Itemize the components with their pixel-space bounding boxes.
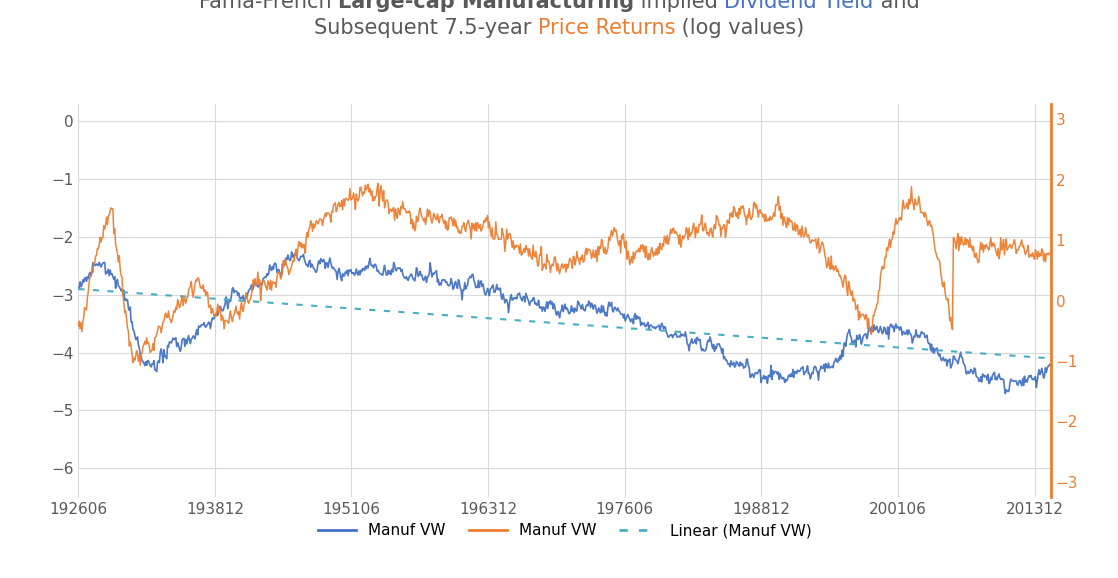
Text: and: and: [873, 0, 919, 12]
Text: implied: implied: [634, 0, 724, 12]
Text: Fama-French: Fama-French: [199, 0, 338, 12]
Text: Subsequent 7.5-year: Subsequent 7.5-year: [314, 17, 538, 38]
Text: Price Returns: Price Returns: [538, 17, 675, 38]
Text: (log values): (log values): [675, 17, 804, 38]
Text: Dividend Yield: Dividend Yield: [724, 0, 873, 12]
Text: Large-cap Manufacturing: Large-cap Manufacturing: [338, 0, 634, 12]
Legend: Manuf VW, Manuf VW, Linear (Manuf VW): Manuf VW, Manuf VW, Linear (Manuf VW): [312, 517, 817, 544]
